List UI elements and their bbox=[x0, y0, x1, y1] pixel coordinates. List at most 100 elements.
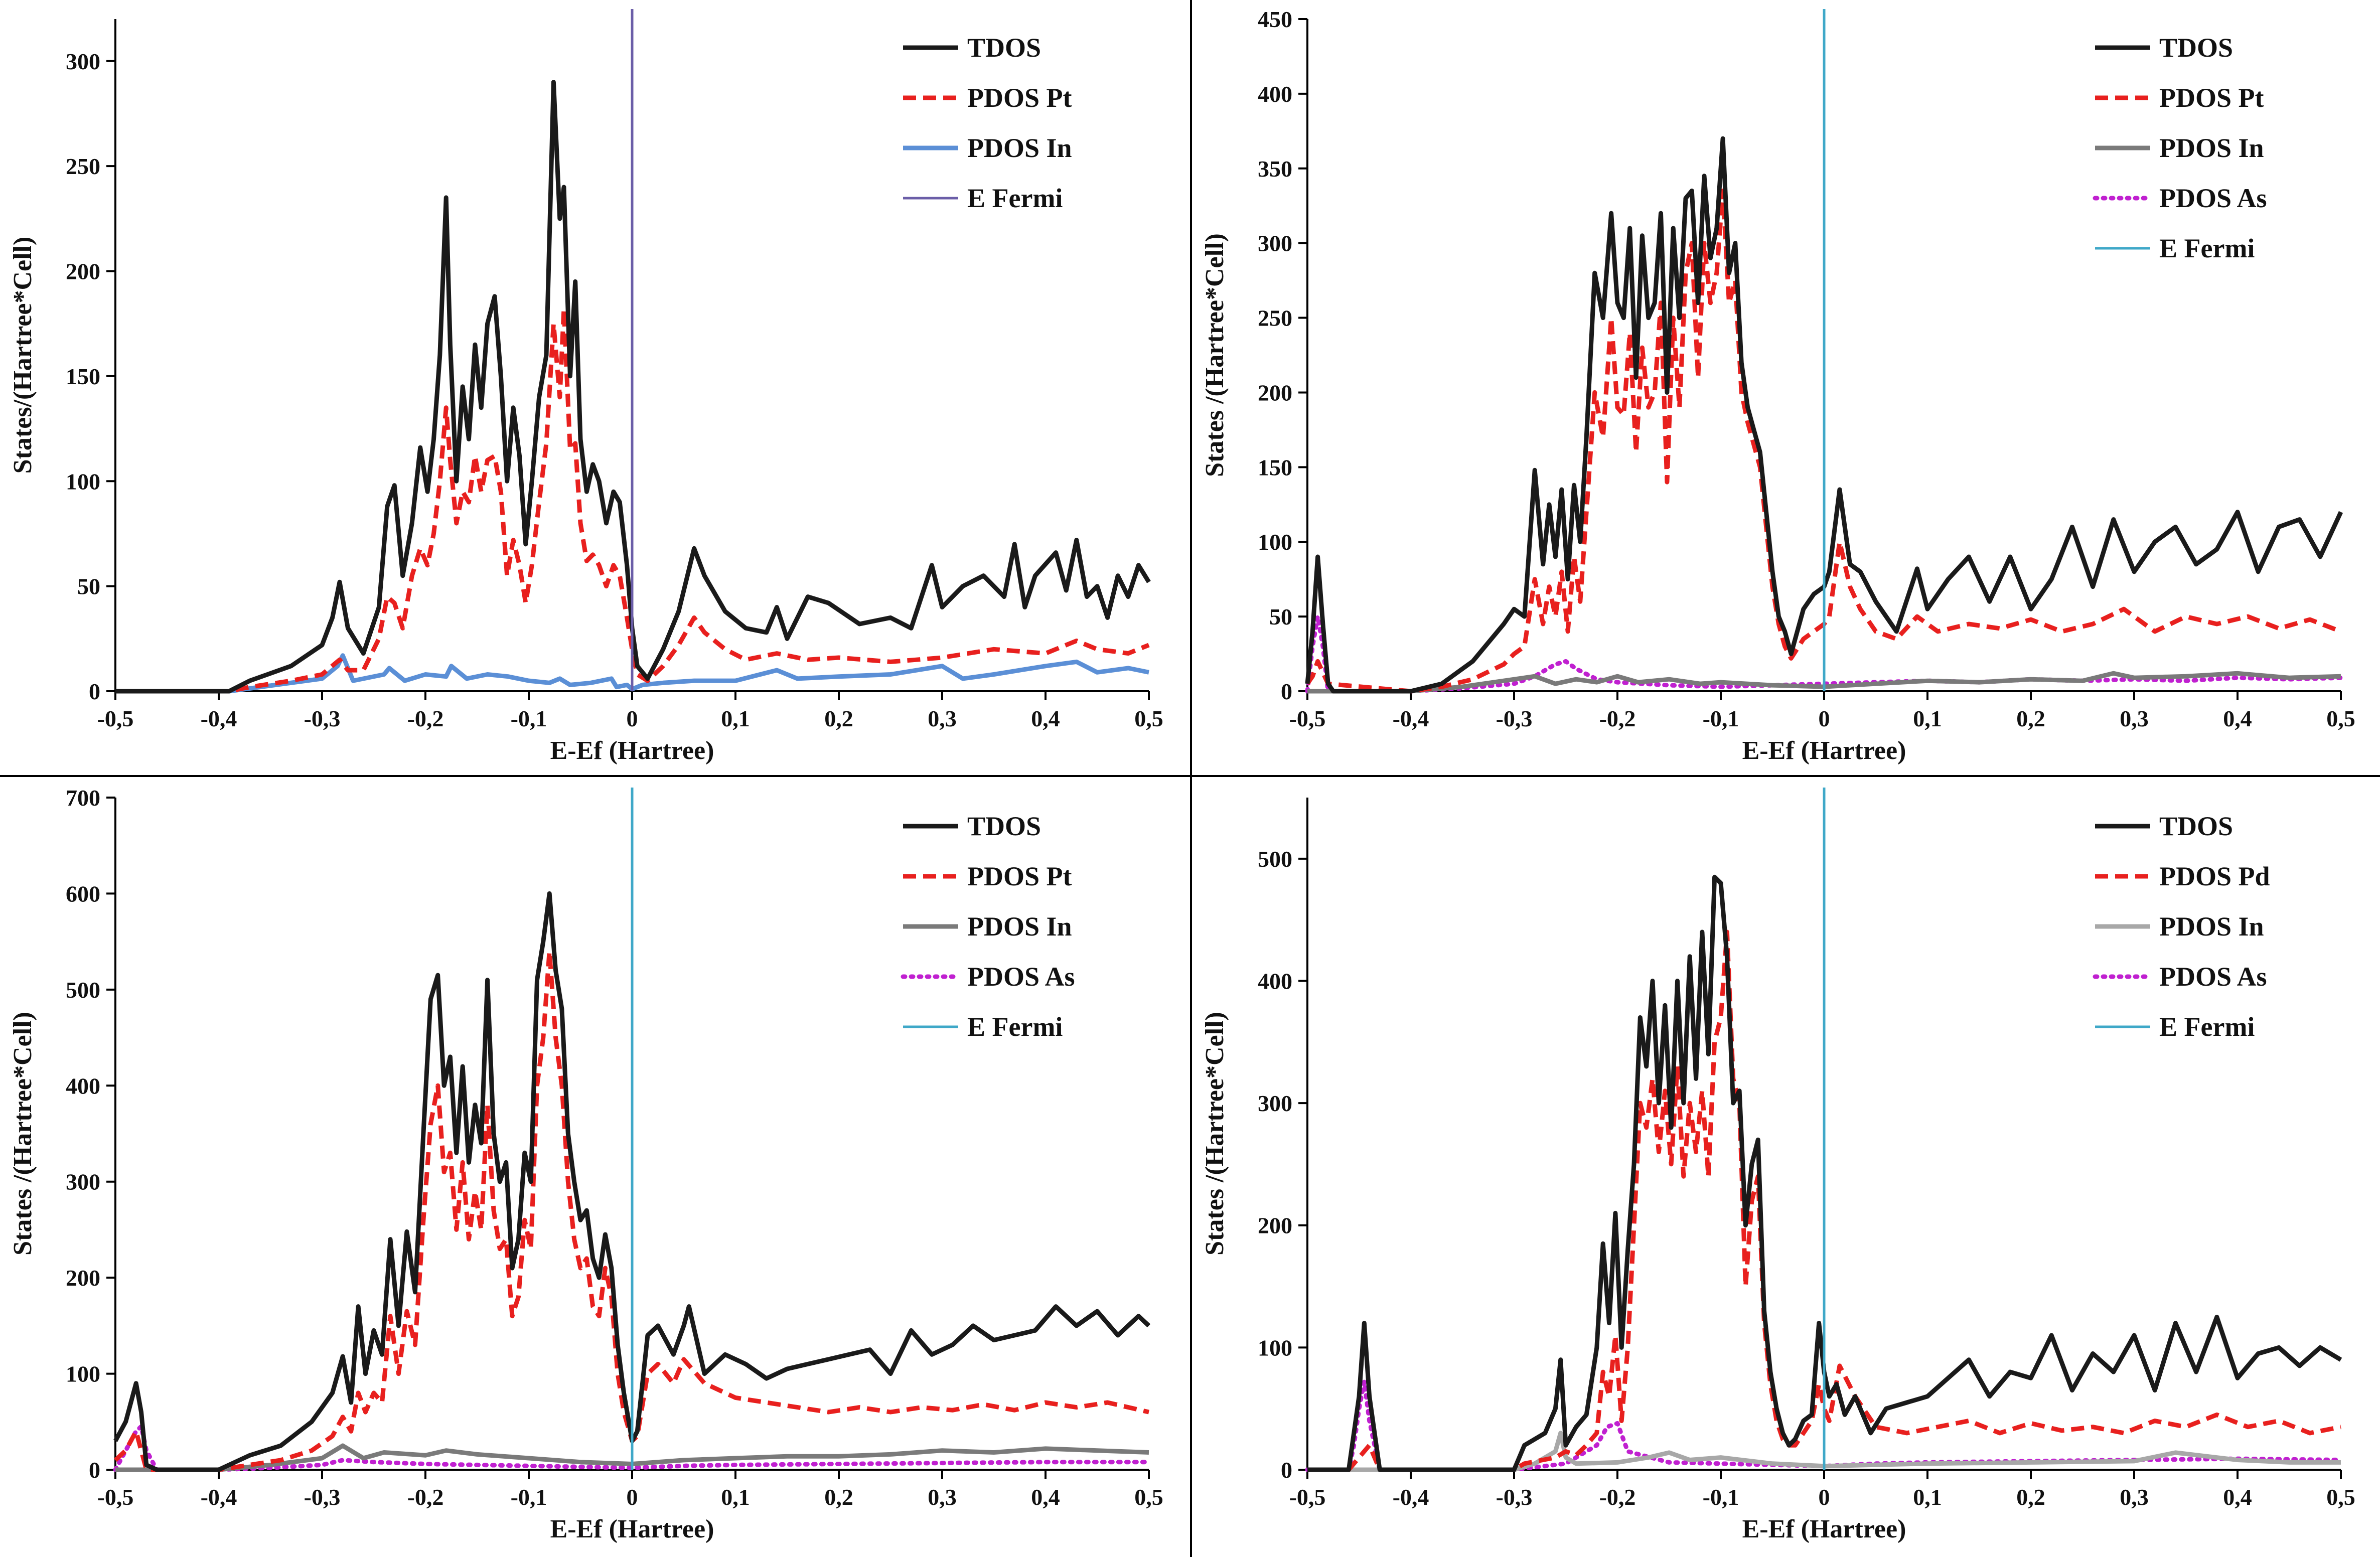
legend-label: TDOS bbox=[2159, 33, 2233, 63]
x-tick-label: -0,2 bbox=[407, 706, 444, 731]
y-tick-label: 200 bbox=[1258, 1213, 1292, 1238]
y-tick-label: 450 bbox=[1258, 7, 1292, 32]
series-line-pdos-as bbox=[1305, 614, 2343, 694]
series-line-tdos bbox=[113, 891, 1151, 1472]
legend-label: PDOS In bbox=[2159, 911, 2264, 942]
x-tick-label: -0,4 bbox=[201, 706, 237, 731]
x-tick-label: 0,5 bbox=[2326, 1484, 2355, 1510]
x-tick-label: 0,2 bbox=[824, 1484, 853, 1510]
y-tick-label: 0 bbox=[89, 679, 100, 704]
y-tick-label: 200 bbox=[66, 1265, 100, 1291]
legend-label: E Fermi bbox=[2159, 233, 2255, 263]
legend-label: TDOS bbox=[967, 811, 1041, 841]
x-tick-label: 0 bbox=[1819, 706, 1830, 731]
y-tick-label: 200 bbox=[66, 259, 100, 284]
y-axis-title: States /(Hartree*Cell) bbox=[9, 1012, 37, 1256]
series-line-pdos-in bbox=[115, 1443, 1149, 1472]
panel-top-left: 0 50 100 150 200 250 300 -0,5 -0,4 -0,3 -0,2 -0,1 0 0… bbox=[0, 0, 1190, 778]
chart-top-right: 0 50 100 150 200 250 300 350 400 450 -0,5 -0,4 -0,3 -… bbox=[1201, 7, 2355, 765]
legend-label: TDOS bbox=[967, 33, 1041, 63]
y-tick-label: 600 bbox=[66, 881, 100, 906]
y-tick-label: 350 bbox=[1258, 156, 1292, 182]
x-tick-label: 0,3 bbox=[2120, 706, 2149, 731]
series-line-pdos-pt bbox=[113, 949, 1150, 1472]
legend-label: PDOS Pt bbox=[967, 83, 1072, 113]
series-line-pdos-in bbox=[1307, 1431, 2341, 1472]
x-tick-label: -0,1 bbox=[1703, 706, 1739, 731]
x-tick-label: 0 bbox=[1819, 1484, 1830, 1510]
legend-label: PDOS As bbox=[2159, 962, 2267, 992]
x-tick-label: 0,1 bbox=[1913, 706, 1942, 731]
legend-label: E Fermi bbox=[967, 183, 1063, 213]
chart-bottom-right: 0 100 200 300 400 500 -0,5 -0,4 -0,3 -0,2 -0,1 0 0,1… bbox=[1201, 788, 2355, 1543]
vertical-divider bbox=[1190, 0, 1192, 1557]
x-tick-label: 0,3 bbox=[928, 1484, 957, 1510]
x-axis-title: E-Ef (Hartree) bbox=[550, 1515, 714, 1543]
x-tick-label: 0,2 bbox=[824, 706, 853, 731]
y-tick-label: 700 bbox=[66, 785, 100, 811]
legend-label: PDOS Pt bbox=[2159, 83, 2264, 113]
y-tick-label: 0 bbox=[1281, 1457, 1292, 1483]
series-line-tdos bbox=[115, 80, 1151, 694]
x-tick-label: -0,3 bbox=[304, 1484, 341, 1510]
horizontal-divider bbox=[0, 775, 2380, 777]
x-tick-label: -0,5 bbox=[1289, 706, 1326, 731]
series-line-pdos-as bbox=[1305, 1379, 2343, 1472]
x-tick-label: -0,4 bbox=[1393, 706, 1429, 731]
series-line-pdos-in bbox=[1307, 671, 2341, 694]
y-tick-label: 400 bbox=[1258, 968, 1292, 994]
legend-label: E Fermi bbox=[967, 1012, 1063, 1042]
y-tick-label: 300 bbox=[1258, 231, 1292, 256]
y-axis-title: States /(Hartree*Cell) bbox=[1201, 233, 1229, 477]
x-tick-label: 0,2 bbox=[2016, 706, 2045, 731]
x-tick-label: -0,2 bbox=[407, 1484, 444, 1510]
y-tick-label: 100 bbox=[66, 1361, 100, 1387]
legend-label: PDOS In bbox=[2159, 133, 2264, 163]
x-tick-label: 0,2 bbox=[2016, 1484, 2045, 1510]
x-tick-label: 0,5 bbox=[1134, 706, 1163, 731]
y-tick-label: 400 bbox=[1258, 81, 1292, 107]
y-tick-label: 50 bbox=[77, 574, 100, 599]
y-axis-title: States /(Hartree*Cell) bbox=[1201, 1012, 1229, 1256]
series-line-pdos-in bbox=[115, 653, 1149, 694]
y-tick-label: 200 bbox=[1258, 380, 1292, 405]
x-axis-title: E-Ef (Hartree) bbox=[550, 736, 714, 765]
legend-label: PDOS Pt bbox=[967, 861, 1072, 891]
x-tick-label: 0,1 bbox=[721, 706, 750, 731]
x-axis-title: E-Ef (Hartree) bbox=[1742, 736, 1906, 765]
series-line-pdos-pt bbox=[1305, 188, 2342, 694]
x-tick-label: 0,4 bbox=[2223, 1484, 2252, 1510]
x-tick-label: 0,1 bbox=[1913, 1484, 1942, 1510]
x-tick-label: -0,1 bbox=[511, 706, 547, 731]
y-tick-label: 50 bbox=[1269, 604, 1292, 630]
x-tick-label: -0,3 bbox=[1496, 706, 1533, 731]
x-axis-title: E-Ef (Hartree) bbox=[1742, 1515, 1906, 1543]
x-tick-label: 0,3 bbox=[2120, 1484, 2149, 1510]
legend-label: PDOS Pd bbox=[2159, 861, 2270, 891]
x-tick-label: -0,5 bbox=[1289, 1484, 1326, 1510]
y-tick-label: 500 bbox=[1258, 846, 1292, 872]
x-tick-label: -0,4 bbox=[1393, 1484, 1429, 1510]
y-tick-label: 500 bbox=[66, 977, 100, 1003]
legend-label: TDOS bbox=[2159, 811, 2233, 841]
y-tick-label: 400 bbox=[66, 1073, 100, 1099]
y-tick-label: 300 bbox=[66, 49, 100, 74]
x-tick-label: 0,1 bbox=[721, 1484, 750, 1510]
legend-label: PDOS In bbox=[967, 133, 1072, 163]
chart-top-left: 0 50 100 150 200 250 300 -0,5 -0,4 -0,3 -0,2 -0,1 0 0… bbox=[9, 9, 1163, 765]
legend-label: PDOS As bbox=[2159, 183, 2267, 213]
x-tick-label: -0,1 bbox=[1703, 1484, 1739, 1510]
y-tick-label: 150 bbox=[66, 364, 100, 389]
series-line-tdos bbox=[1305, 136, 2343, 694]
x-tick-label: 0,4 bbox=[1031, 706, 1060, 731]
x-tick-label: -0,2 bbox=[1599, 1484, 1636, 1510]
panel-bottom-right: 0 100 200 300 400 500 -0,5 -0,4 -0,3 -0,2 -0,1 0 0,1… bbox=[1192, 778, 2380, 1557]
y-tick-label: 100 bbox=[1258, 1335, 1292, 1360]
x-tick-label: 0,4 bbox=[1031, 1484, 1060, 1510]
x-tick-label: 0,3 bbox=[928, 706, 957, 731]
legend-label: E Fermi bbox=[2159, 1012, 2255, 1042]
x-tick-label: -0,2 bbox=[1599, 706, 1636, 731]
panel-top-right: 0 50 100 150 200 250 300 350 400 450 -0,5 -0,4 -0,3 -… bbox=[1192, 0, 2380, 778]
legend-label: PDOS In bbox=[967, 911, 1072, 942]
x-tick-label: -0,1 bbox=[511, 1484, 547, 1510]
